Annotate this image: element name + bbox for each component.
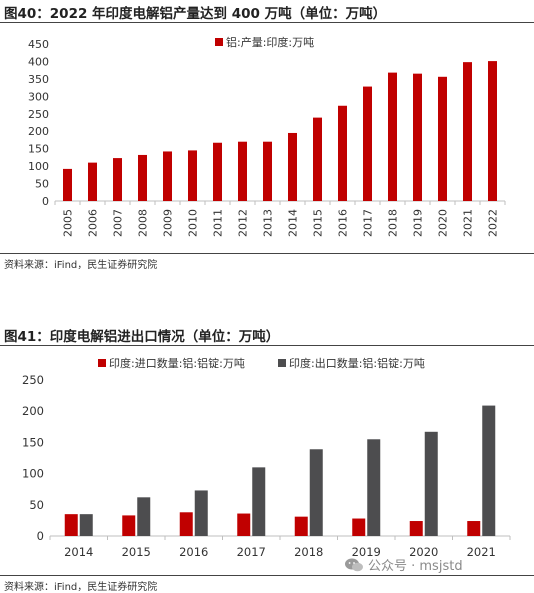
bar-2011 <box>213 142 222 201</box>
bar-2013 <box>263 141 272 201</box>
bar-import-2016 <box>179 512 193 536</box>
x-tick-label: 2021 <box>462 209 475 237</box>
figure-title-2: 图41：印度电解铝进出口情况（单位：万吨） <box>4 329 280 345</box>
x-tick-label: 2015 <box>122 545 151 559</box>
y-tick-label: 50 <box>35 178 49 191</box>
bar-2009 <box>163 151 172 201</box>
legend-label: 印度:进口数量:铝:铝锭:万吨 <box>109 356 245 370</box>
x-tick-label: 2018 <box>294 545 323 559</box>
bar-2021 <box>463 62 472 201</box>
x-tick-label: 2022 <box>487 209 500 237</box>
bar-export-2018 <box>309 449 323 536</box>
bar-2008 <box>138 154 147 201</box>
y-tick-label: 400 <box>28 55 49 68</box>
x-tick-label: 2007 <box>112 209 125 237</box>
x-tick-label: 2005 <box>62 209 75 237</box>
y-tick-label: 250 <box>22 373 44 387</box>
bar-2005 <box>63 168 72 201</box>
y-tick-label: 150 <box>28 143 49 156</box>
bar-2014 <box>288 132 297 201</box>
y-tick-label: 300 <box>28 90 49 103</box>
y-tick-label: 200 <box>28 125 49 138</box>
legend-swatch <box>215 38 223 46</box>
chart-2-aluminium-trade: 0 50 100 150 200 250 2014 2015 2016 2017 2018 2019 2… <box>22 356 511 559</box>
x-tick-label: 2020 <box>437 209 450 237</box>
x-tick-label: 2017 <box>237 545 266 559</box>
wechat-watermark: 公众号 · msjstd <box>344 555 463 574</box>
y-tick-label: 100 <box>22 467 44 481</box>
legend-swatch <box>98 359 106 367</box>
bar-2012 <box>238 141 247 201</box>
bar-2015 <box>313 117 322 201</box>
x-tick-label: 2017 <box>362 209 375 237</box>
x-tick-label: 2006 <box>87 209 100 237</box>
legend-label: 印度:出口数量:铝:铝锭:万吨 <box>289 356 425 370</box>
source-rule-1 <box>0 253 534 254</box>
bar-2018 <box>388 72 397 201</box>
bar-import-2014 <box>64 514 78 536</box>
x-tick-label: 2018 <box>387 209 400 237</box>
x-tick-label: 2015 <box>312 209 325 237</box>
y-tick-label: 50 <box>29 498 44 512</box>
x-tick-label: 2016 <box>179 545 208 559</box>
x-tick-label: 2012 <box>237 209 250 237</box>
bar-import-2020 <box>409 521 423 536</box>
y-tick-label: 100 <box>28 160 49 173</box>
bar-export-2019 <box>367 439 381 536</box>
y-tick-label: 200 <box>22 404 44 418</box>
y-tick-label: 450 <box>28 38 49 51</box>
watermark-text: 公众号 · msjstd <box>368 559 463 574</box>
title-rule-2 <box>0 345 534 346</box>
x-tick-label: 2020 <box>409 545 438 559</box>
chart-1-aluminium-production: 0 50 100 150 200 250 300 350 400 450 2005 2006 2007 2… <box>28 35 506 237</box>
y-tick-label: 150 <box>22 435 44 449</box>
bar-export-2015 <box>137 497 151 536</box>
bar-2007 <box>113 158 122 201</box>
bar-2010 <box>188 150 197 201</box>
bar-export-2017 <box>252 467 266 536</box>
x-tick-label: 2010 <box>187 209 200 237</box>
bar-2017 <box>363 86 372 201</box>
x-tick-label: 2016 <box>337 209 350 237</box>
bar-2020 <box>438 76 447 201</box>
source-note-2: 资料来源：iFind，民生证券研究院 <box>4 582 158 593</box>
legend-swatch <box>278 359 286 367</box>
x-tick-label: 2013 <box>262 209 275 237</box>
x-tick-label: 2014 <box>287 209 300 237</box>
bar-import-2017 <box>237 513 251 536</box>
y-tick-label: 350 <box>28 73 49 86</box>
title-rule-1 <box>0 22 534 23</box>
x-tick-label: 2014 <box>64 545 93 559</box>
source-note-1: 资料来源：iFind，民生证券研究院 <box>4 260 158 271</box>
x-tick-label: 2019 <box>352 545 381 559</box>
bar-export-2020 <box>424 431 438 536</box>
y-tick-label: 250 <box>28 108 49 121</box>
legend-label: 铝:产量:印度:万吨 <box>226 35 314 49</box>
x-tick-label: 2009 <box>162 209 175 237</box>
bar-2019 <box>413 73 422 201</box>
y-tick-label: 0 <box>42 195 49 208</box>
bar-import-2018 <box>294 516 308 536</box>
bar-export-2016 <box>194 490 208 536</box>
x-tick-label: 2011 <box>212 209 225 237</box>
source-rule-2 <box>0 575 534 576</box>
bar-2006 <box>88 162 97 201</box>
bar-import-2021 <box>467 521 481 536</box>
bar-import-2015 <box>122 515 136 536</box>
bar-import-2019 <box>352 518 366 536</box>
figure-title-1: 图40：2022 年印度电解铝产量达到 400 万吨（单位：万吨） <box>4 6 387 22</box>
bar-export-2014 <box>79 514 93 536</box>
x-tick-label: 2019 <box>412 209 425 237</box>
wechat-icon <box>345 558 363 572</box>
x-tick-label: 2021 <box>467 545 496 559</box>
x-tick-label: 2008 <box>137 209 150 237</box>
bar-2022 <box>488 61 497 202</box>
y-tick-label: 0 <box>37 529 44 543</box>
bar-export-2021 <box>482 405 496 536</box>
bar-2016 <box>338 105 347 201</box>
